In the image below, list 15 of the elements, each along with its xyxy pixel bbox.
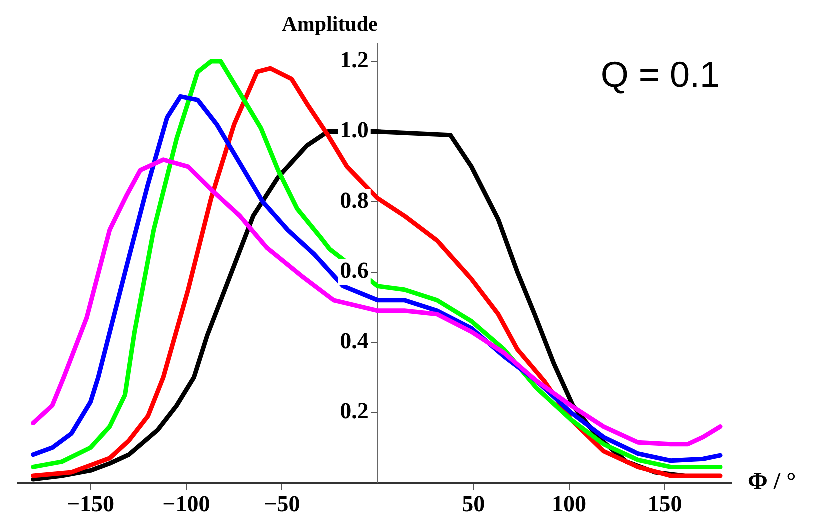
y-axis-title: Amplitude [282, 12, 378, 36]
y-tick-label: 0.6 [340, 258, 369, 284]
x-tick-label: −100 [162, 492, 210, 517]
annotation: Q = 0.1 [600, 54, 720, 95]
y-tick-label: 1.0 [340, 118, 369, 143]
y-tick-label: 0.2 [340, 398, 369, 424]
x-tick-label: −50 [264, 492, 300, 517]
x-tick-label: 150 [648, 492, 682, 517]
y-tick-label: 0.8 [340, 188, 369, 213]
x-tick-label: −150 [66, 492, 115, 517]
y-tick-label: 1.2 [340, 47, 369, 72]
x-tick-label: 100 [552, 492, 587, 517]
x-tick-label: 50 [462, 492, 486, 517]
y-tick-label: 0.4 [340, 328, 370, 354]
x-axis-title: Φ / ° [748, 469, 796, 496]
